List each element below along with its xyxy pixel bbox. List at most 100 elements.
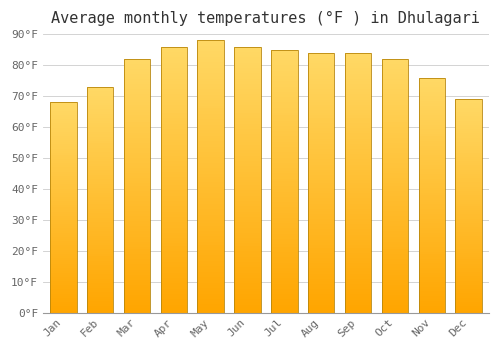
Bar	[87, 182, 114, 184]
Bar	[160, 129, 187, 132]
Bar	[271, 55, 297, 58]
Bar	[87, 227, 114, 229]
Bar	[160, 257, 187, 259]
Bar	[271, 166, 297, 168]
Bar	[345, 82, 372, 84]
Bar	[198, 176, 224, 179]
Bar	[382, 79, 408, 82]
Bar	[50, 298, 76, 300]
Bar	[234, 236, 261, 238]
Bar	[456, 257, 482, 259]
Bar	[160, 57, 187, 60]
Bar	[234, 222, 261, 225]
Bar	[418, 172, 445, 174]
Bar	[456, 120, 482, 123]
Bar	[234, 206, 261, 209]
Bar	[160, 118, 187, 121]
Bar	[418, 99, 445, 101]
Bar	[87, 110, 114, 112]
Bar	[271, 294, 297, 297]
Bar	[308, 245, 334, 248]
Bar	[198, 46, 224, 49]
Bar	[456, 261, 482, 264]
Bar	[271, 187, 297, 189]
Bar	[382, 252, 408, 254]
Bar	[271, 247, 297, 250]
Bar	[271, 252, 297, 255]
Bar	[345, 235, 372, 237]
Bar	[124, 241, 150, 244]
Bar	[50, 178, 76, 180]
Bar	[198, 296, 224, 299]
Bar	[87, 256, 114, 258]
Bar	[87, 159, 114, 161]
Bar	[456, 268, 482, 270]
Bar	[418, 118, 445, 120]
Bar	[160, 304, 187, 307]
Bar	[345, 281, 372, 284]
Bar	[198, 158, 224, 160]
Bar	[456, 236, 482, 238]
Bar	[234, 124, 261, 126]
Bar	[124, 216, 150, 219]
Bar	[418, 209, 445, 211]
Bar	[50, 229, 76, 231]
Bar	[271, 168, 297, 171]
Bar	[87, 118, 114, 121]
Bar	[271, 257, 297, 260]
Bar	[124, 62, 150, 64]
Bar	[456, 99, 482, 102]
Bar	[234, 148, 261, 150]
Bar	[418, 303, 445, 306]
Bar	[418, 214, 445, 216]
Bar	[345, 214, 372, 217]
Bar	[234, 214, 261, 217]
Bar	[234, 304, 261, 307]
Bar	[198, 73, 224, 76]
Bar	[382, 143, 408, 145]
Bar	[271, 65, 297, 68]
Bar	[418, 106, 445, 108]
Bar	[271, 134, 297, 136]
Bar	[382, 196, 408, 198]
Bar	[271, 255, 297, 257]
Bar	[198, 127, 224, 130]
Bar	[271, 136, 297, 139]
Bar	[308, 118, 334, 120]
Bar	[198, 206, 224, 209]
Bar	[198, 81, 224, 84]
Bar	[382, 206, 408, 209]
Bar	[382, 127, 408, 130]
Bar	[418, 129, 445, 132]
Bar	[345, 92, 372, 94]
Bar	[198, 160, 224, 163]
Bar	[271, 163, 297, 166]
Bar	[345, 154, 372, 157]
Bar	[382, 249, 408, 252]
Bar	[160, 161, 187, 164]
Bar	[345, 219, 372, 222]
Bar	[345, 289, 372, 292]
Bar	[160, 84, 187, 86]
Bar	[124, 292, 150, 295]
Bar	[456, 293, 482, 295]
Bar	[456, 219, 482, 221]
Bar	[124, 89, 150, 92]
Bar	[198, 209, 224, 212]
Bar	[345, 159, 372, 162]
Bar	[198, 307, 224, 310]
Bar	[198, 57, 224, 60]
Bar	[87, 98, 114, 100]
Bar	[234, 169, 261, 171]
Bar	[160, 284, 187, 286]
Bar	[308, 250, 334, 253]
Bar	[50, 134, 76, 136]
Bar	[160, 76, 187, 78]
Bar	[308, 149, 334, 152]
Bar	[234, 233, 261, 236]
Bar	[234, 310, 261, 313]
Bar	[345, 146, 372, 149]
Bar	[160, 89, 187, 92]
Bar	[160, 103, 187, 105]
Bar	[50, 166, 76, 168]
